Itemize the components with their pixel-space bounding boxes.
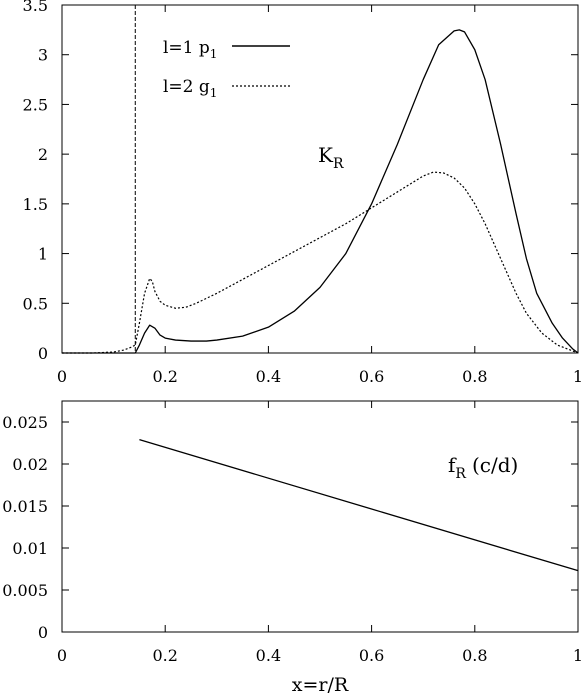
bottom-y-tick-labels: 0 0.005 0.01 0.015 0.02 0.025 bbox=[2, 413, 48, 642]
legend-entry-g1: l=2 g1 bbox=[163, 77, 290, 100]
kr-annotation: KR bbox=[318, 143, 344, 172]
y-tick-label: 0.025 bbox=[2, 413, 48, 432]
y-tick-label: 0.02 bbox=[12, 455, 48, 474]
top-x-tick-labels: 0 0.2 0.4 0.6 0.8 1 bbox=[57, 367, 583, 386]
bot-series-line-0 bbox=[139, 439, 579, 572]
top-plot-frame bbox=[61, 4, 579, 354]
bottom-axis-ticks bbox=[61, 401, 579, 633]
top-series-line-0 bbox=[62, 29, 579, 354]
y-tick-label: 2 bbox=[38, 145, 48, 164]
fr-annotation: fR (c/d) bbox=[448, 453, 518, 482]
y-tick-label: 0.01 bbox=[12, 539, 48, 558]
x-tick-label: 0 bbox=[57, 367, 67, 386]
x-tick-label: 0.2 bbox=[152, 646, 177, 665]
top-series-line-1 bbox=[62, 171, 579, 354]
y-tick-label: 2.5 bbox=[23, 95, 48, 114]
x-tick-label: 0.6 bbox=[359, 646, 384, 665]
top-series-lines bbox=[62, 29, 579, 354]
x-tick-label: 1 bbox=[573, 367, 583, 386]
top-panel: 0 0.5 1 1.5 2 2.5 3 3.5 0 0.2 0.4 0.6 0.8 1 l=1 p1 l… bbox=[23, 0, 583, 386]
legend-label-p1: l=1 p1 bbox=[163, 38, 217, 61]
y-tick-label: 0.015 bbox=[2, 497, 48, 516]
bottom-plot-frame bbox=[61, 400, 579, 633]
y-tick-label: 0 bbox=[38, 623, 48, 642]
y-tick-label: 0.5 bbox=[23, 294, 48, 313]
x-tick-label: 0.6 bbox=[359, 367, 384, 386]
top-y-tick-labels: 0 0.5 1 1.5 2 2.5 3 3.5 bbox=[23, 0, 48, 363]
x-tick-label: 0 bbox=[57, 646, 67, 665]
y-tick-label: 0.005 bbox=[2, 581, 48, 600]
x-tick-label: 0.4 bbox=[256, 646, 281, 665]
x-tick-label: 0.8 bbox=[462, 646, 487, 665]
x-tick-label: 0.8 bbox=[462, 367, 487, 386]
legend-entry-p1: l=1 p1 bbox=[163, 38, 290, 61]
x-axis-label: x=r/R bbox=[292, 674, 349, 696]
legend-label-g1: l=2 g1 bbox=[163, 77, 217, 100]
x-tick-label: 0.4 bbox=[256, 367, 281, 386]
bottom-series-lines bbox=[139, 439, 579, 572]
y-tick-label: 3 bbox=[38, 46, 48, 65]
y-tick-label: 3.5 bbox=[23, 0, 48, 15]
legend: l=1 p1 l=2 g1 bbox=[163, 38, 290, 100]
x-tick-label: 0.2 bbox=[152, 367, 177, 386]
bottom-x-tick-labels: 0 0.2 0.4 0.6 0.8 1 bbox=[57, 646, 583, 665]
y-tick-label: 1.5 bbox=[23, 195, 48, 214]
y-tick-label: 1 bbox=[38, 245, 48, 264]
y-tick-label: 0 bbox=[38, 344, 48, 363]
top-axis-ticks bbox=[61, 4, 579, 354]
x-tick-label: 1 bbox=[573, 646, 583, 665]
